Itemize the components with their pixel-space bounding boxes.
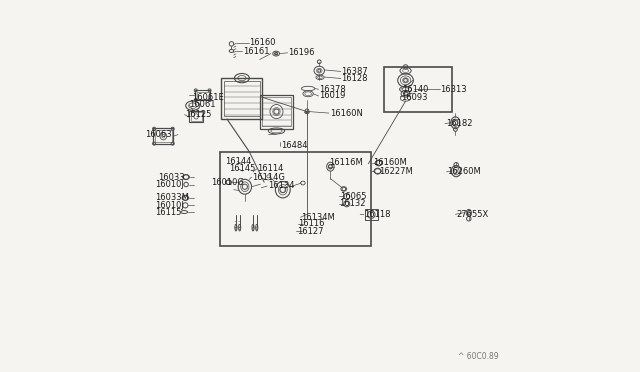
Bar xyxy=(220,152,371,246)
Text: 16484: 16484 xyxy=(281,141,307,150)
Text: 16161: 16161 xyxy=(243,47,269,56)
Text: 16019: 16019 xyxy=(319,92,346,100)
Text: 16114: 16114 xyxy=(257,164,284,173)
Text: 16144: 16144 xyxy=(225,157,251,166)
Bar xyxy=(195,90,211,100)
Text: 16227M: 16227M xyxy=(379,167,413,176)
Text: 16134M: 16134M xyxy=(301,213,335,222)
Text: 16134: 16134 xyxy=(268,182,294,190)
Text: ^ 60C0.89: ^ 60C0.89 xyxy=(458,352,499,361)
Text: 16313: 16313 xyxy=(440,85,467,94)
Bar xyxy=(262,97,291,126)
Bar xyxy=(221,78,262,119)
Text: 27655X: 27655X xyxy=(456,210,488,219)
Text: 16128: 16128 xyxy=(342,74,368,83)
Text: 16033: 16033 xyxy=(158,173,184,182)
Text: 16115: 16115 xyxy=(156,208,182,217)
Text: 16160: 16160 xyxy=(250,38,276,47)
Bar xyxy=(189,111,203,122)
Text: 16063: 16063 xyxy=(145,130,172,139)
Text: 16160N: 16160N xyxy=(330,109,362,118)
Bar xyxy=(365,209,378,220)
Text: 16065: 16065 xyxy=(340,192,367,201)
Text: 16118: 16118 xyxy=(364,210,390,219)
Text: 16010J: 16010J xyxy=(156,201,184,210)
Bar xyxy=(197,92,209,99)
Text: 16196: 16196 xyxy=(289,48,315,57)
Text: 16140: 16140 xyxy=(402,85,428,94)
Text: 16127: 16127 xyxy=(297,227,323,236)
Text: 16182: 16182 xyxy=(445,119,472,128)
Text: 16116: 16116 xyxy=(298,219,325,228)
Text: 16116M: 16116M xyxy=(329,158,363,167)
Text: 16033M: 16033M xyxy=(156,193,189,202)
Text: 16061E: 16061E xyxy=(192,93,224,102)
Text: 16093: 16093 xyxy=(401,93,428,102)
Text: 16145: 16145 xyxy=(229,164,255,173)
Text: 16125: 16125 xyxy=(186,110,212,119)
Bar xyxy=(224,81,260,116)
Bar xyxy=(154,128,173,144)
Text: 16132: 16132 xyxy=(339,199,365,208)
Text: 16387: 16387 xyxy=(342,67,369,76)
Text: 16010G: 16010G xyxy=(211,178,244,187)
Text: 16010J: 16010J xyxy=(156,180,184,189)
Text: 16260M: 16260M xyxy=(447,167,481,176)
Bar xyxy=(156,130,172,142)
Text: 16378: 16378 xyxy=(319,85,346,94)
Text: 16114G: 16114G xyxy=(252,173,285,182)
Bar xyxy=(384,67,452,112)
Text: 16061: 16061 xyxy=(189,100,216,109)
Bar xyxy=(260,95,293,129)
Bar xyxy=(191,112,202,121)
Text: 16160M: 16160M xyxy=(374,158,407,167)
